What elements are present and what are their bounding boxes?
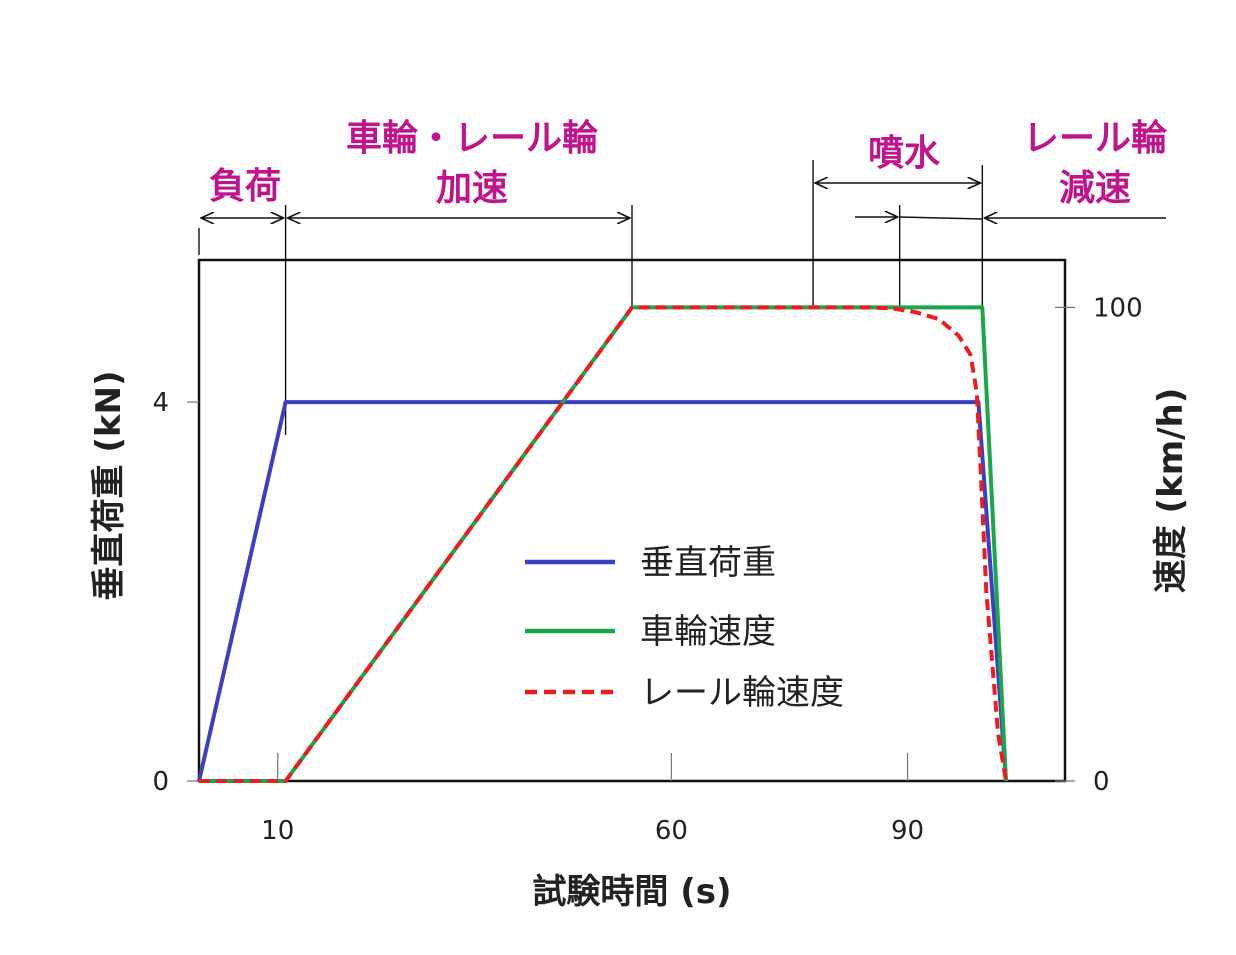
y-right-tick-label: 0 — [1093, 767, 1110, 797]
axis-ticks: 10 60 90 0 4 0 100 — [152, 293, 1142, 846]
phase-arrow — [899, 216, 983, 220]
phase-label: 噴水 — [868, 133, 941, 174]
series-lines — [197, 305, 1008, 783]
y-right-tick-label: 100 — [1093, 293, 1143, 323]
series-line-2 — [199, 305, 1008, 783]
phase-label: レール輪 — [1023, 117, 1167, 159]
legend-label-1: 垂直荷重 — [640, 543, 776, 583]
legend-label-2: 車輪速度 — [640, 612, 776, 652]
y-left-tick-label: 4 — [152, 388, 169, 418]
legend-label-3: レール輪速度 — [640, 673, 844, 713]
phase-label: 負荷 — [209, 166, 281, 207]
x-tick-label: 90 — [891, 816, 924, 846]
plot-area — [197, 258, 1067, 783]
phase-label: 加速 — [436, 168, 508, 209]
y-left-axis-title: 垂直荷重 (kN) — [89, 371, 129, 601]
x-tick-label: 60 — [655, 816, 688, 846]
series-line-1 — [197, 400, 1008, 782]
y-right-axis-title: 速度 (km/h) — [1151, 388, 1191, 594]
phase-label: 車輪・レール輪 — [346, 117, 598, 159]
phase-label: 減速 — [1059, 168, 1131, 209]
y-left-tick-label: 0 — [152, 767, 169, 797]
series-line-3 — [199, 305, 1008, 783]
x-tick-label: 10 — [261, 816, 294, 846]
x-axis-title: 試験時間 (s) — [532, 872, 731, 912]
